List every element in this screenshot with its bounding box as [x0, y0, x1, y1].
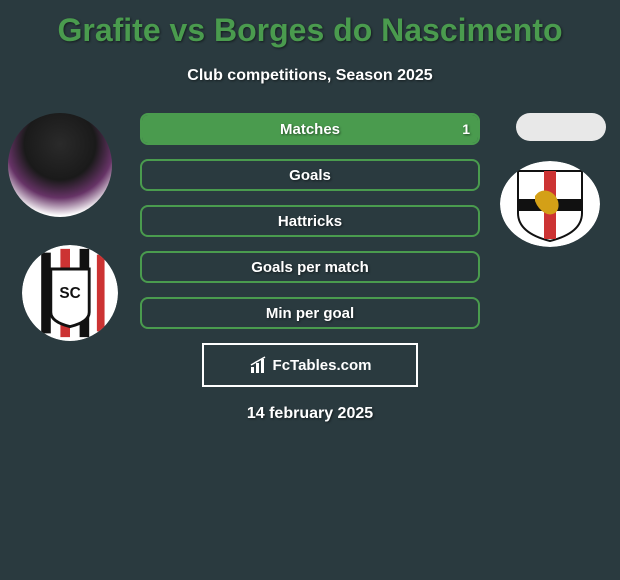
stat-label: Matches: [280, 121, 340, 138]
page-title: Grafite vs Borges do Nascimento: [0, 0, 620, 49]
stat-row-matches: Matches 1: [140, 113, 480, 145]
stat-label: Hattricks: [278, 213, 342, 230]
club-left-badge: SC: [22, 245, 118, 341]
stat-value-right: 1: [462, 121, 470, 137]
attribution-box: FcTables.com: [202, 343, 418, 387]
stat-row-goals-per-match: Goals per match: [140, 251, 480, 283]
stat-label: Goals per match: [251, 259, 369, 276]
player-left-avatar: [8, 113, 112, 217]
subtitle: Club competitions, Season 2025: [0, 67, 620, 85]
stat-row-min-per-goal: Min per goal: [140, 297, 480, 329]
stat-label: Min per goal: [266, 305, 354, 322]
stat-row-hattricks: Hattricks: [140, 205, 480, 237]
player-right-avatar: [516, 113, 606, 141]
svg-text:SC: SC: [59, 285, 80, 302]
comparison-area: SC Matches 1 Goals: [0, 113, 620, 423]
club-right-badge: [500, 161, 600, 247]
stat-row-goals: Goals: [140, 159, 480, 191]
bars-icon: [249, 355, 269, 375]
stat-rows-container: Matches 1 Goals Hattricks Goals per matc…: [140, 113, 480, 329]
attribution-text: FcTables.com: [273, 357, 372, 374]
date-text: 14 february 2025: [0, 405, 620, 423]
stat-label: Goals: [289, 167, 331, 184]
